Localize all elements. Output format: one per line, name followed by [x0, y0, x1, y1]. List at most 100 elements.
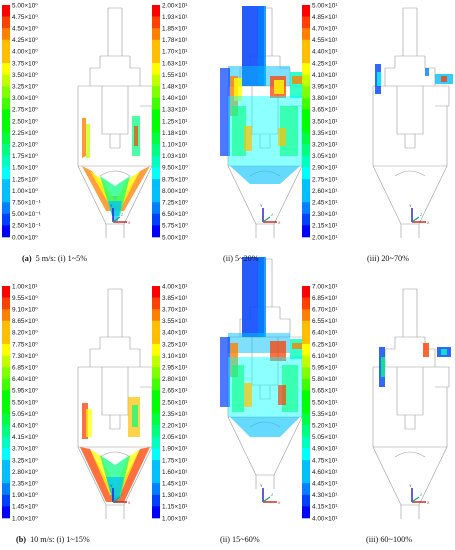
colorbar-label: 8.00×10⁰ [162, 188, 188, 195]
colorbar-swatch [302, 74, 310, 87]
colorbar-label: 1.70×10¹ [162, 49, 187, 56]
colorbar-label: 2.20×10⁰ [12, 142, 38, 149]
colorbar-swatch [302, 167, 310, 180]
colorbar-label: 1.40×10¹ [162, 95, 187, 102]
colorbar-label: 4.85×10¹ [312, 14, 337, 21]
colorbar-label: 1.25×10⁰ [12, 176, 38, 183]
axis-triad-a-iii: Y ZX [409, 204, 430, 225]
colorbar-label: 3.35×10¹ [312, 130, 337, 137]
colorbar-label: 3.70×10¹ [162, 307, 187, 314]
contour-a-ii [220, 6, 306, 239]
colorbar-label: 3.65×10¹ [312, 107, 337, 114]
z-axis-arrow [112, 496, 121, 503]
colorbar-swatch [302, 425, 310, 438]
colorbar-label: 3.75×10⁰ [12, 60, 38, 67]
colorbar-swatch [152, 320, 160, 333]
colorbar-swatch [152, 132, 160, 145]
colorbar-label: 4.00×10¹ [162, 283, 187, 290]
colorbar-label: 2.30×10¹ [312, 211, 337, 218]
colorbar-label: 5.20×10¹ [312, 423, 337, 430]
colorbar-swatch [302, 225, 310, 238]
colorbar-swatch [152, 448, 160, 461]
colorbar-label: 2.90×10¹ [312, 165, 337, 172]
colorbar-swatch [302, 155, 310, 168]
colorbar-label: 3.50×10⁰ [12, 72, 38, 79]
colorbar-swatch [302, 86, 310, 99]
contour-a-iii [372, 7, 453, 239]
contour-a-i [77, 7, 155, 239]
colorbar-swatch [302, 5, 310, 17]
colorbar-label: 1.85×10¹ [162, 26, 187, 33]
colorbar-swatch [152, 121, 160, 133]
colorbar-swatch [2, 471, 10, 484]
colorbar-label: 4.00×10⁰ [12, 49, 38, 56]
colorbar-label: 5.50×10⁰ [12, 399, 38, 406]
colorbar-swatch [152, 74, 160, 87]
colorbar-label: 1.18×10¹ [162, 130, 187, 137]
colorbar-label: 3.10×10¹ [162, 353, 187, 360]
colorbar-swatch [152, 202, 160, 215]
colorbar-swatch [302, 344, 310, 356]
colorbar-label: 5.00×10⁻¹ [12, 211, 41, 218]
colorbar-label: 1.45×10¹ [162, 481, 187, 488]
colorbar-swatch [152, 344, 160, 356]
colorbar-label: 4.00×10¹ [312, 515, 337, 522]
colorbar-swatch [302, 309, 310, 322]
z-axis-arrow [262, 496, 271, 503]
colorbar-label: 4.60×10¹ [312, 469, 337, 476]
colorbar-swatch [152, 167, 160, 180]
colorbar-swatch [302, 367, 310, 380]
colorbar-swatch [152, 425, 160, 438]
colorbar-b-ii: 4.00×10¹ 3.85×10¹ 3.70×10¹ 3.55×10¹ 3.40×10¹… [152, 283, 187, 522]
colorbar-swatch [2, 51, 10, 64]
caption-b-iii: (iii) 60~100% [366, 535, 412, 544]
colorbar-swatch [2, 121, 10, 133]
colorbar-label: 4.25×10⁰ [12, 37, 38, 44]
colorbar-label: 6.40×10¹ [312, 330, 337, 337]
colorbar-label: 5.00×10⁰ [12, 2, 38, 9]
colorbar-swatch [2, 74, 10, 87]
colorbar-swatch [2, 402, 10, 414]
colorbar-swatch [2, 286, 10, 298]
colorbar-label: 5.75×10⁰ [162, 223, 188, 230]
colorbar-swatch [2, 202, 10, 215]
colorbar-label: 1.93×10¹ [162, 14, 187, 21]
colorbar-label: 4.75×10¹ [312, 457, 337, 464]
colorbar-swatch [2, 436, 10, 449]
colorbar-swatch [2, 390, 10, 403]
colorbar-label: 3.80×10¹ [312, 95, 337, 102]
y-axis-label: Y [110, 484, 113, 488]
colorbar-label: 3.25×10⁰ [12, 457, 38, 464]
colorbar-swatch [302, 179, 310, 191]
colorbar-label: 1.15×10¹ [162, 504, 187, 511]
colorbar-label: 2.15×10¹ [312, 223, 337, 230]
colorbar-label: 3.25×10⁰ [12, 84, 38, 91]
colorbar-swatch [152, 179, 160, 191]
z-axis-label: Z [420, 213, 423, 217]
x-axis-label: X [278, 501, 281, 505]
y-axis-label: Y [260, 484, 263, 488]
colorbar-a-iii: 5.00×10¹ 4.85×10¹ 4.70×10¹ 4.55×10¹ 4.40×10¹… [302, 2, 337, 241]
colorbar-swatch [302, 413, 310, 426]
colorbar-swatch [152, 460, 160, 472]
colorbar-swatch [152, 436, 160, 449]
colorbar-label: 6.10×10¹ [312, 353, 337, 360]
colorbar-label: 1.25×10¹ [162, 118, 187, 125]
colorbar-label: 6.25×10¹ [312, 341, 337, 348]
colorbar-label: 3.20×10¹ [312, 142, 337, 149]
z-axis-label: Z [271, 213, 274, 217]
colorbar-label: 4.75×10⁰ [12, 14, 38, 21]
colorbar-swatch [2, 344, 10, 356]
colorbar-swatch [302, 506, 310, 519]
z-axis-label: Z [420, 493, 423, 497]
colorbar-label: 1.48×10¹ [162, 84, 187, 91]
colorbar-swatch [152, 286, 160, 298]
colorbar-label: 1.78×10¹ [162, 37, 187, 44]
colorbar-swatch [2, 97, 10, 110]
colorbar-label: 2.50×10¹ [162, 399, 187, 406]
colorbar-swatch [302, 51, 310, 64]
colorbar-swatch [302, 332, 310, 345]
colorbar-label: 4.55×10¹ [312, 37, 337, 44]
colorbar-swatch [2, 5, 10, 17]
colorbar-label: 6.50×10⁰ [162, 211, 188, 218]
